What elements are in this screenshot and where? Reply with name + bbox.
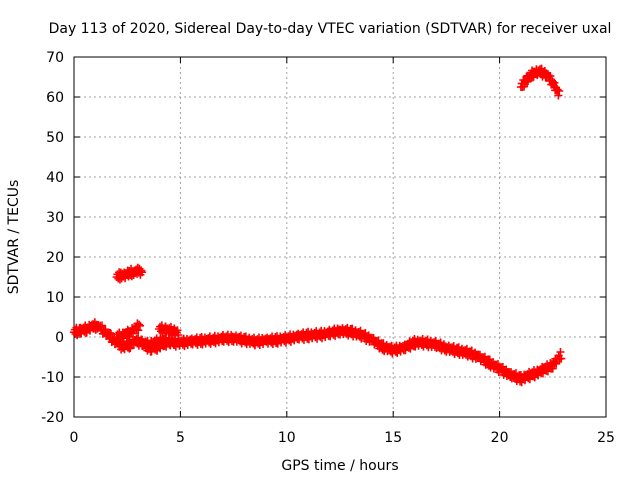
tick-labels: 0 5 10 15 20 25 -20 -10 0 10 20 30 40 50 60 70 <box>41 50 615 446</box>
data-point <box>546 72 555 80</box>
x-tick-label: 5 <box>176 430 185 446</box>
y-tick-label: 40 <box>46 170 64 186</box>
data-points <box>70 64 566 387</box>
data-point <box>556 348 565 356</box>
x-tick-label: 20 <box>491 430 509 446</box>
data-point <box>557 354 566 363</box>
series-segment_branch_a <box>112 319 144 344</box>
data-point <box>555 87 564 95</box>
y-tick-label: -10 <box>41 370 64 386</box>
data-point <box>134 326 143 335</box>
chart-title: Day 113 of 2020, Sidereal Day-to-day VTE… <box>49 21 612 37</box>
series-segment_near_16 <box>112 263 147 284</box>
data-point <box>115 275 124 284</box>
x-tick-label: 10 <box>278 430 296 446</box>
y-tick-label: 20 <box>46 250 64 266</box>
y-tick-label: 0 <box>55 330 64 346</box>
y-tick-label: -20 <box>41 410 64 426</box>
data-point <box>137 266 146 275</box>
data-point <box>135 321 144 330</box>
plot-frame <box>73 56 607 418</box>
data-point <box>174 331 183 339</box>
y-tick-label: 50 <box>46 130 64 146</box>
series-segment_branch_b <box>140 334 174 356</box>
data-point <box>135 320 144 329</box>
x-axis-label: GPS time / hours <box>281 458 398 474</box>
y-tick-label: 30 <box>46 210 64 226</box>
series-segment_near_64 <box>516 64 564 100</box>
y-axis-label: SDTVAR / TECUs <box>6 180 22 295</box>
x-tick-label: 25 <box>597 430 615 446</box>
y-tick-label: 60 <box>46 90 64 106</box>
y-tick-label: 10 <box>46 290 64 306</box>
y-tick-label: 70 <box>46 50 64 66</box>
data-point <box>552 359 561 368</box>
data-point <box>550 78 559 87</box>
data-point <box>164 334 173 343</box>
series-main_trace <box>70 318 566 387</box>
x-tick-label: 15 <box>384 430 402 446</box>
series-segment_branch_c <box>155 321 183 339</box>
data-point <box>138 268 147 277</box>
data-point <box>165 340 174 349</box>
axis-ticks <box>73 56 607 418</box>
x-tick-label: 0 <box>70 430 79 446</box>
grid-lines <box>74 57 606 417</box>
data-point <box>548 364 557 373</box>
data-point <box>163 339 172 348</box>
